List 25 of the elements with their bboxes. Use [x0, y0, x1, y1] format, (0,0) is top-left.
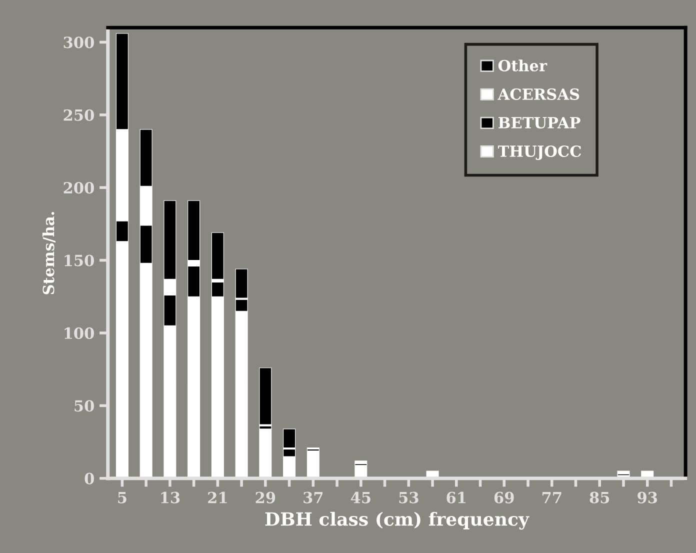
x-tick-label: 45	[350, 492, 370, 504]
x-tick-label: 53	[399, 492, 418, 504]
x-tick-label: 13	[161, 492, 180, 504]
legend-label: ACERSAS	[498, 88, 580, 100]
x-tick-label: 21	[208, 492, 227, 504]
legend-label: BETUPAP	[498, 117, 580, 128]
x-tick-label: 85	[590, 492, 610, 504]
y-tick-label: 100	[64, 327, 94, 339]
legend-label: THUJOCC	[498, 145, 581, 160]
x-tick-label: 77	[542, 492, 562, 504]
y-tick-label: 50	[74, 400, 94, 412]
y-tick-label: 0	[84, 472, 94, 484]
y-tick-label: 150	[64, 254, 94, 266]
y-axis-title: Stems/ha.	[42, 212, 56, 294]
x-tick-label: 37	[304, 492, 323, 504]
x-axis-title: DBH class (cm) frequency	[265, 512, 530, 530]
y-tick-label: 250	[64, 109, 94, 121]
y-tick-label: 200	[64, 182, 94, 194]
legend-label: Other	[498, 60, 548, 72]
x-tick-label: 61	[446, 492, 466, 504]
x-tick-label: 69	[494, 492, 514, 504]
y-tick-label: 300	[64, 36, 94, 48]
x-tick-label: 93	[638, 492, 658, 504]
x-tick-label: 5	[118, 492, 126, 504]
x-tick-label: 29	[256, 492, 276, 504]
